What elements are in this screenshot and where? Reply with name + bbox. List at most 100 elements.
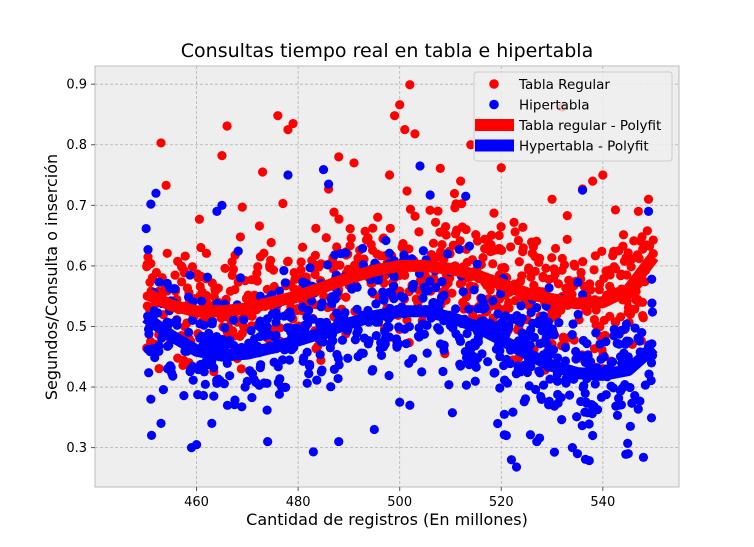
data-point	[438, 226, 448, 236]
data-point	[573, 277, 583, 287]
data-point	[235, 232, 246, 242]
data-point	[297, 242, 308, 252]
data-point	[550, 243, 561, 254]
data-point	[436, 247, 446, 257]
data-point	[345, 223, 355, 234]
data-point	[428, 238, 439, 248]
data-point	[418, 293, 428, 303]
data-point	[515, 318, 525, 328]
data-point	[517, 271, 527, 281]
data-point	[496, 288, 506, 299]
data-point	[562, 211, 572, 221]
legend-label: Tabla Regular	[518, 77, 610, 93]
x-tick-label: 480	[286, 495, 311, 510]
data-point	[162, 278, 172, 288]
data-point	[257, 167, 268, 177]
data-point	[447, 408, 457, 418]
data-point	[422, 348, 432, 358]
data-point	[196, 296, 207, 306]
data-point	[278, 198, 288, 209]
data-point	[437, 277, 447, 287]
data-point	[610, 205, 621, 215]
data-point	[389, 294, 399, 304]
data-point	[526, 362, 536, 372]
data-point	[630, 390, 640, 401]
data-point	[228, 326, 238, 336]
data-point	[144, 368, 154, 378]
data-point	[212, 206, 222, 216]
data-point	[472, 259, 482, 269]
data-point	[630, 323, 640, 333]
data-point	[625, 309, 636, 319]
data-point	[304, 369, 314, 379]
y-tick-label: 0.9	[66, 78, 87, 93]
data-point	[577, 421, 587, 431]
data-point	[239, 322, 249, 332]
data-point	[350, 335, 360, 345]
data-point	[381, 235, 391, 246]
data-point	[584, 419, 594, 429]
data-point	[587, 409, 597, 419]
data-point	[327, 299, 337, 309]
data-point	[363, 339, 373, 349]
data-point	[380, 339, 390, 349]
data-point	[520, 394, 531, 404]
data-point	[217, 151, 227, 161]
data-point	[346, 233, 356, 243]
data-point	[314, 262, 324, 272]
polyfit-line	[143, 253, 659, 318]
data-point	[334, 152, 344, 162]
data-point	[247, 311, 257, 321]
data-point	[450, 229, 461, 239]
data-point	[493, 418, 503, 429]
data-point	[274, 286, 284, 296]
scatter-points	[141, 80, 659, 472]
data-point	[454, 244, 464, 254]
data-point	[462, 328, 472, 339]
data-point	[514, 257, 524, 267]
data-point	[625, 421, 635, 431]
data-point	[562, 234, 572, 244]
data-point	[146, 394, 156, 404]
legend-marker	[489, 99, 499, 110]
data-point	[179, 391, 189, 401]
data-point	[461, 380, 471, 390]
data-point	[326, 338, 336, 348]
data-point	[615, 386, 626, 396]
data-point	[255, 252, 266, 262]
data-point	[557, 415, 567, 425]
data-point	[501, 430, 511, 441]
data-point	[517, 328, 527, 338]
data-point	[141, 223, 151, 234]
data-point	[235, 273, 246, 283]
data-point	[315, 350, 325, 360]
data-point	[619, 348, 629, 358]
data-point	[553, 353, 563, 363]
data-point	[200, 379, 210, 389]
data-point	[245, 366, 255, 376]
data-point	[384, 248, 394, 258]
data-point	[536, 391, 546, 402]
data-point	[279, 265, 289, 276]
data-point	[143, 245, 153, 255]
legend-box	[473, 71, 673, 162]
data-point	[158, 385, 168, 395]
data-point	[316, 317, 326, 328]
data-point	[464, 304, 474, 314]
data-point	[233, 246, 243, 256]
data-point	[150, 352, 160, 363]
data-point	[458, 287, 468, 297]
data-point	[455, 236, 465, 246]
data-point	[588, 430, 598, 441]
data-point	[373, 275, 384, 285]
data-point	[458, 297, 468, 308]
data-point	[616, 312, 626, 322]
data-point	[371, 330, 381, 341]
data-point	[283, 170, 293, 180]
data-point	[601, 336, 611, 347]
data-point	[433, 206, 443, 216]
data-point	[469, 285, 479, 295]
data-point	[644, 241, 655, 251]
data-point	[266, 255, 276, 265]
data-point	[449, 188, 460, 199]
